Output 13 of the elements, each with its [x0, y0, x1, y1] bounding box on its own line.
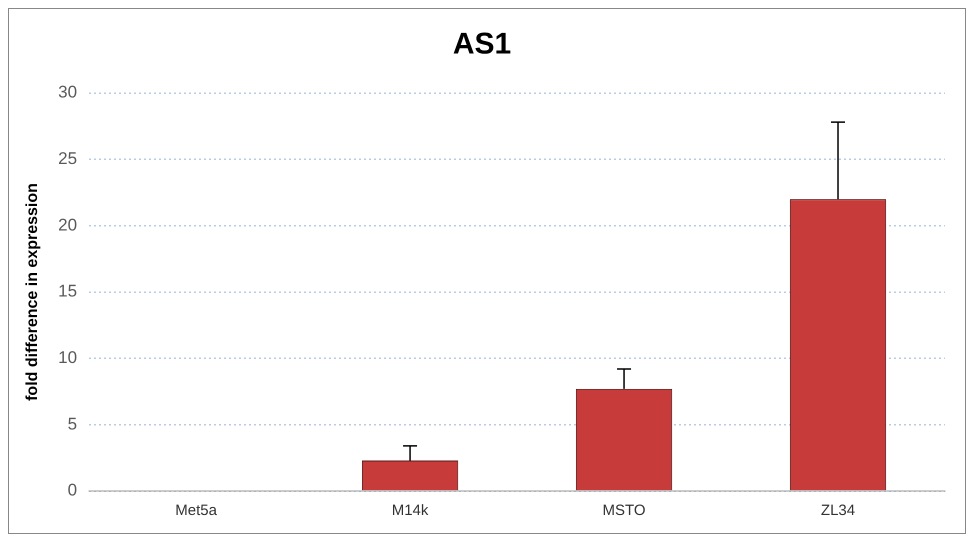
- chart-title: AS1: [452, 27, 512, 60]
- y-tick-label: 25: [58, 149, 78, 168]
- x-tick-label: ZL34: [820, 502, 856, 520]
- y-axis-title: fold difference in expression: [24, 183, 42, 401]
- y-tick-label: 20: [58, 215, 78, 234]
- y-tick-label: 0: [68, 480, 78, 500]
- x-tick-label: Met5a: [175, 502, 218, 520]
- x-tick-label: M14k: [392, 502, 429, 520]
- y-tick-label: 10: [58, 348, 78, 368]
- x-tick-label: MSTO: [602, 502, 646, 520]
- y-tick-label: 15: [58, 282, 78, 301]
- y-tick-label: 30: [58, 82, 78, 102]
- y-tick-label: 5: [68, 414, 78, 434]
